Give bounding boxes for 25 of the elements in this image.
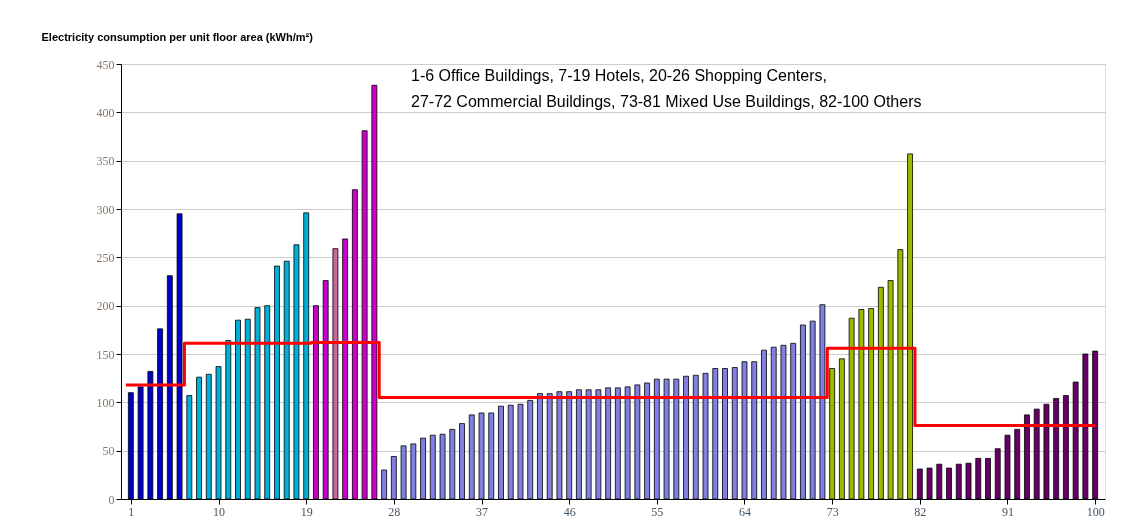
annotation: 1-6 Office Buildings, 7-19 Hotels, 20-26 Shopping Centers, bbox=[411, 67, 827, 84]
y-tick-label: 400 bbox=[96, 105, 115, 120]
x-tick-label: 73 bbox=[826, 504, 839, 519]
annotation: 27-72 Commercial Buildings, 73-81 Mixed Use Buildings, 82-100 Others bbox=[411, 93, 922, 110]
y-tick-label: 0 bbox=[108, 492, 115, 507]
y-tick-label: 100 bbox=[96, 395, 115, 410]
x-tick-label: 55 bbox=[651, 504, 664, 519]
y-tick-label: 250 bbox=[96, 250, 115, 265]
x-tick-label: 100 bbox=[1086, 504, 1105, 519]
y-tick-label: 350 bbox=[96, 154, 115, 169]
y-tick-label: 50 bbox=[102, 444, 115, 459]
y-tick-label: 450 bbox=[96, 57, 115, 72]
y-tick-label: 150 bbox=[96, 347, 115, 362]
x-tick-label: 10 bbox=[213, 504, 226, 519]
y-axis-title: Electricity consumption per unit floor area (kWh/m²) bbox=[41, 30, 314, 43]
y-tick-label: 300 bbox=[96, 202, 115, 217]
x-tick-label: 19 bbox=[300, 504, 313, 519]
x-tick-label: 91 bbox=[1001, 504, 1014, 519]
x-tick-label: 82 bbox=[914, 504, 927, 519]
x-tick-label: 37 bbox=[476, 504, 489, 519]
y-tick-label: 200 bbox=[96, 299, 115, 314]
x-tick-label: 28 bbox=[388, 504, 401, 519]
x-tick-label: 64 bbox=[738, 504, 751, 519]
x-tick-label: 1 bbox=[128, 504, 135, 519]
x-tick-label: 46 bbox=[563, 504, 576, 519]
